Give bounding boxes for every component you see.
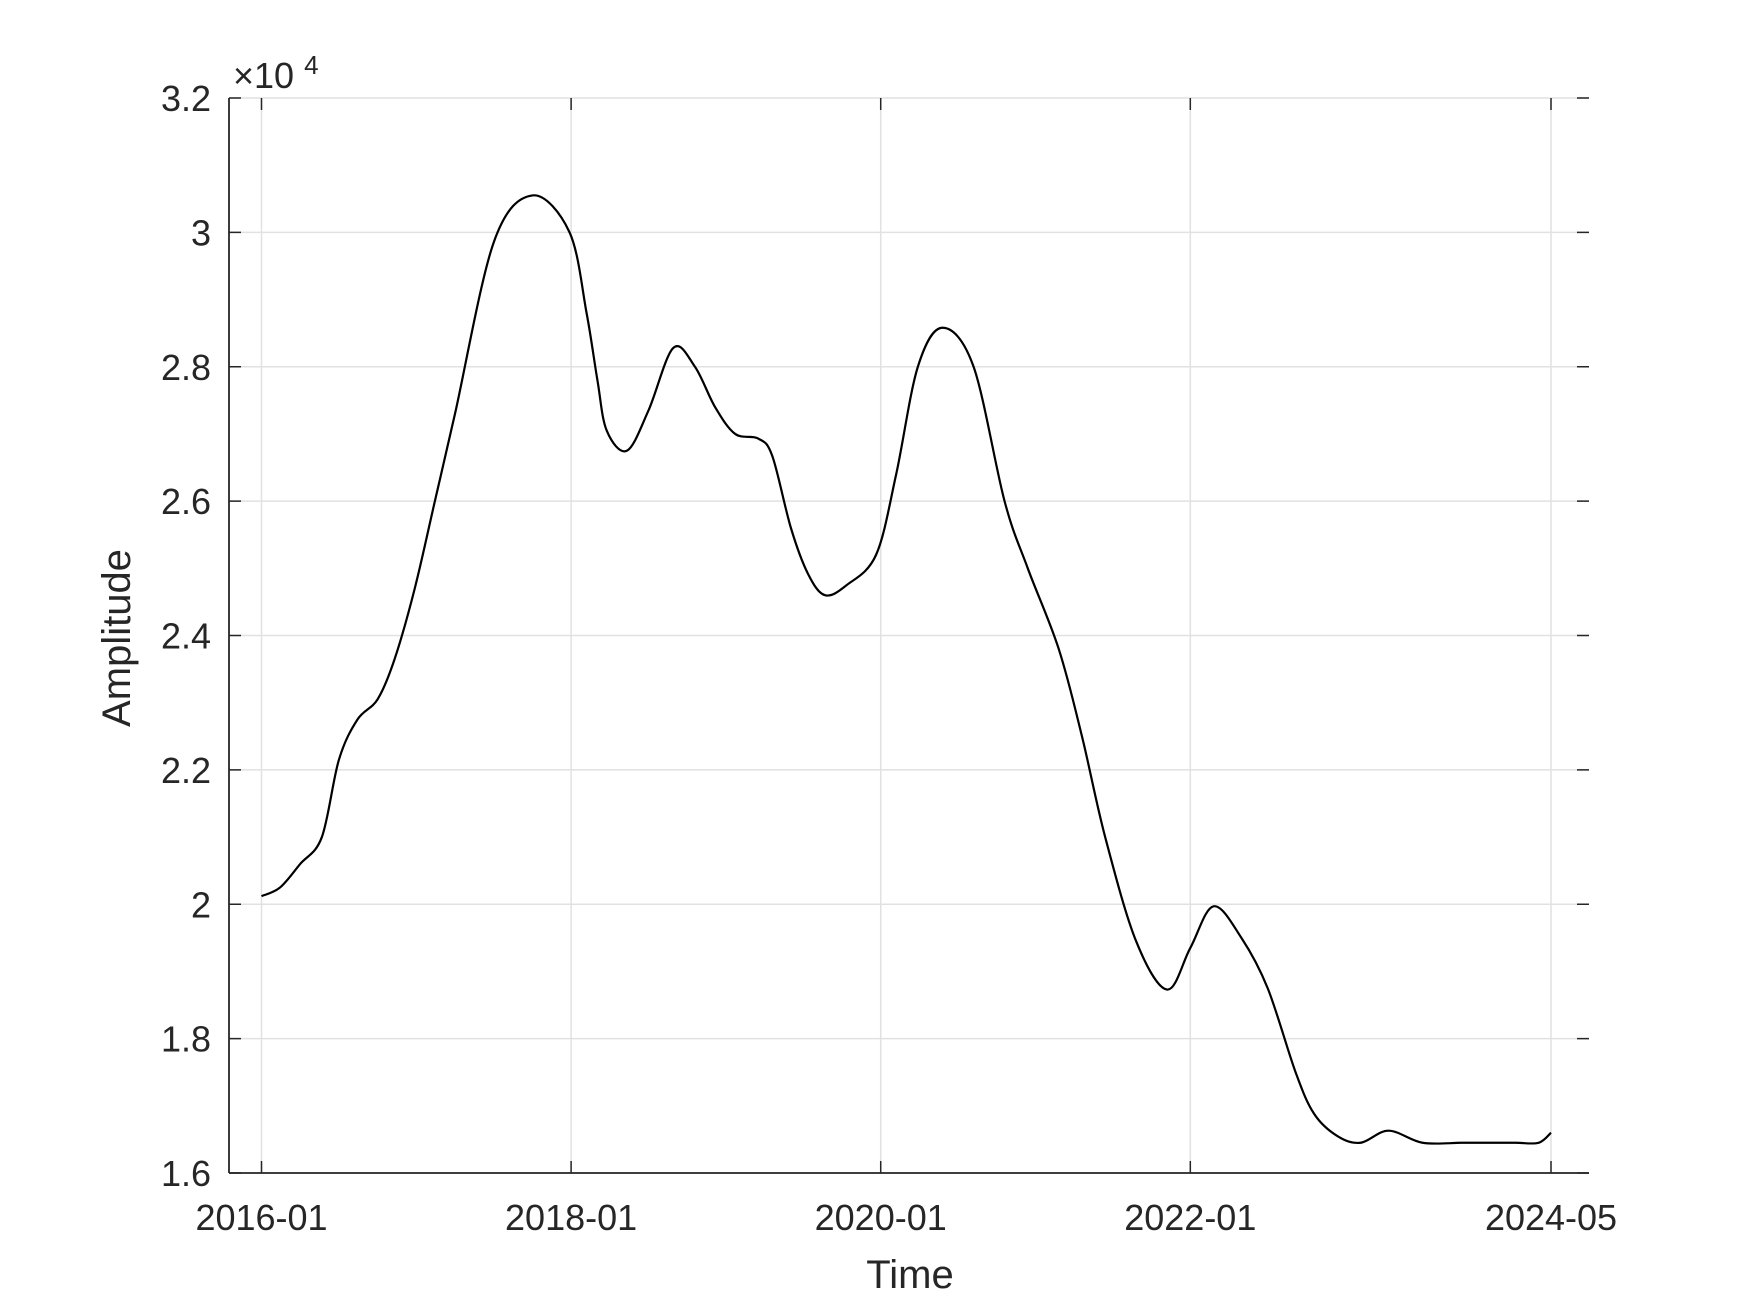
y-tick-label: 1.6: [161, 1153, 211, 1194]
y-ticks: 1.6 1.8 2 2.2 2.4 2.6 2.8 3 3.2: [161, 78, 1589, 1194]
series-layer: [261, 194, 1552, 1145]
y-exponent-label: ×10 4: [233, 50, 319, 96]
y-exponent-power: 4: [304, 50, 318, 80]
x-tick-label: 2018-01: [505, 1197, 637, 1238]
x-axis-label: Time: [866, 1253, 953, 1297]
y-tick-label: 2.4: [161, 616, 211, 657]
x-ticks: 2016-01 2018-01 2020-01 2022-01 2024-05: [195, 98, 1617, 1238]
y-axis-label: Amplitude: [95, 549, 139, 727]
x-tick-label: 2016-01: [195, 1197, 327, 1238]
x-tick-label: 2024-05: [1485, 1197, 1617, 1238]
y-exponent-base: ×10: [233, 55, 294, 96]
y-tick-label: 2: [191, 884, 211, 925]
y-tick-label: 3: [191, 212, 211, 253]
x-tick-label: 2022-01: [1124, 1197, 1256, 1238]
x-tick-label: 2020-01: [815, 1197, 947, 1238]
y-tick-label: 2.2: [161, 750, 211, 791]
y-tick-label: 2.6: [161, 481, 211, 522]
y-tick-label: 1.8: [161, 1019, 211, 1060]
y-tick-label: 2.8: [161, 347, 211, 388]
series-line-amplitude: [261, 194, 1552, 1145]
y-tick-label: 3.2: [161, 78, 211, 119]
